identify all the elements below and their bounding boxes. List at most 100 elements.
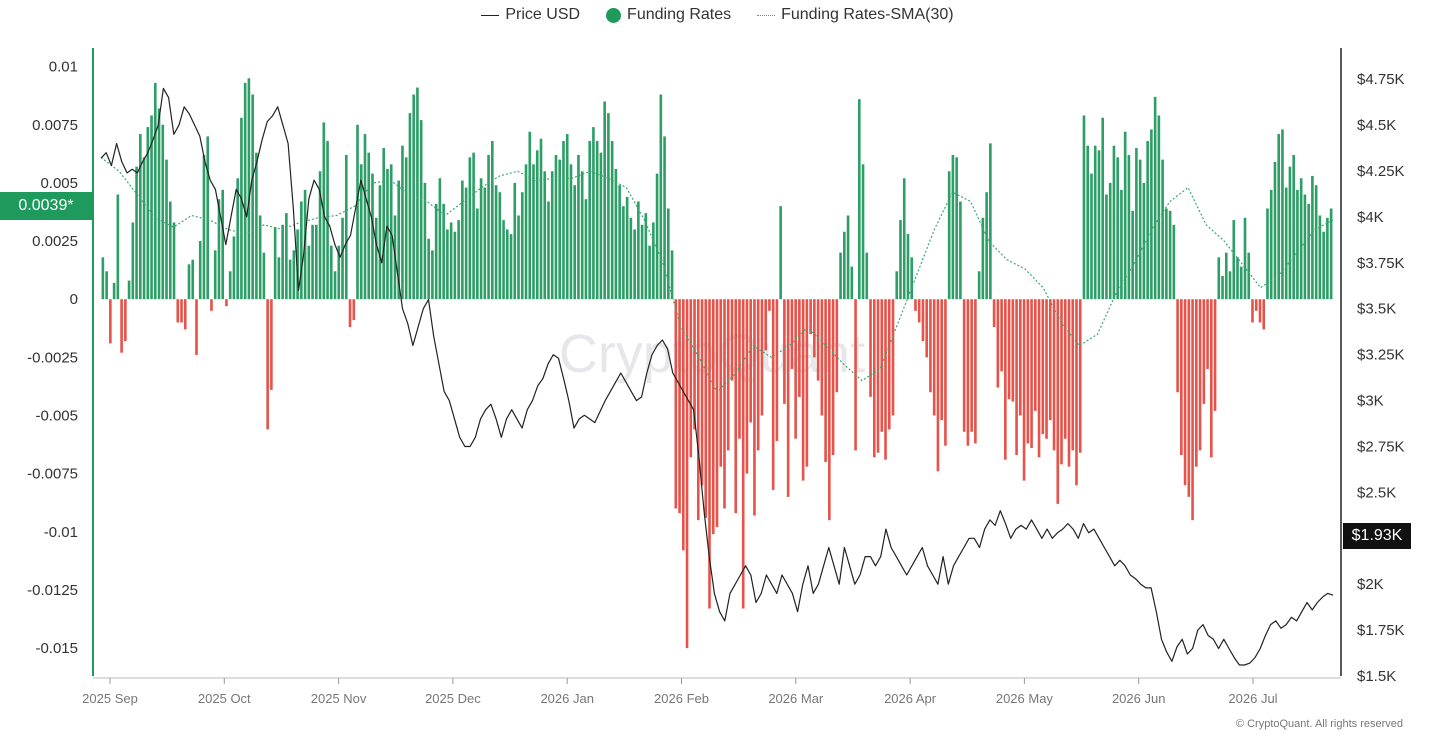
funding-bar bbox=[809, 299, 812, 335]
funding-bar bbox=[655, 173, 659, 300]
funding-bar bbox=[337, 245, 341, 300]
legend-sma[interactable]: Funding Rates-SMA(30) bbox=[757, 6, 954, 24]
funding-bar bbox=[479, 178, 483, 300]
funding-bar bbox=[850, 266, 854, 300]
funding-bar bbox=[947, 171, 951, 300]
funding-bar bbox=[236, 178, 239, 300]
funding-bar bbox=[472, 152, 475, 300]
funding-bar bbox=[749, 299, 753, 423]
left-tick-label: 0.0075 bbox=[32, 117, 78, 134]
funding-bar bbox=[1161, 159, 1164, 300]
funding-bar bbox=[1108, 182, 1112, 300]
funding-bar bbox=[494, 185, 498, 300]
right-tick-label: $3.5K bbox=[1357, 301, 1396, 318]
funding-bar bbox=[1198, 299, 1202, 451]
funding-bar bbox=[955, 157, 958, 300]
funding-bar bbox=[1127, 154, 1131, 300]
funding-bar bbox=[618, 185, 621, 300]
funding-bar bbox=[1281, 129, 1284, 300]
legend-price[interactable]: Price USD bbox=[481, 6, 580, 24]
funding-bar bbox=[532, 164, 535, 300]
funding-bar bbox=[1311, 175, 1314, 300]
funding-bar bbox=[1266, 208, 1269, 300]
funding-bar bbox=[625, 196, 629, 300]
funding-bar bbox=[1015, 299, 1018, 456]
left-tick-label: 0.005 bbox=[40, 175, 78, 192]
funding-dot-icon bbox=[606, 7, 622, 23]
funding-bar bbox=[674, 299, 678, 509]
funding-bar bbox=[637, 201, 640, 300]
current-funding-badge: 0.0039* bbox=[0, 192, 92, 220]
funding-bar bbox=[846, 215, 850, 300]
funding-bar bbox=[1243, 217, 1247, 300]
funding-bar bbox=[689, 299, 693, 458]
funding-bar bbox=[700, 299, 704, 486]
funding-bar bbox=[1142, 182, 1146, 300]
price-line bbox=[100, 87, 1334, 666]
funding-bar bbox=[165, 159, 168, 300]
funding-bar bbox=[240, 117, 243, 300]
funding-bar bbox=[820, 299, 824, 416]
funding-bar bbox=[929, 299, 932, 393]
funding-bar bbox=[127, 280, 131, 300]
funding-bar bbox=[217, 199, 221, 300]
funding-bar bbox=[768, 299, 771, 311]
x-tick-label: 2026 Apr bbox=[884, 691, 937, 706]
funding-bar bbox=[783, 299, 786, 404]
funding-bar bbox=[756, 299, 760, 451]
funding-bar bbox=[1131, 210, 1134, 300]
funding-bar bbox=[693, 299, 696, 430]
funding-bar bbox=[427, 238, 430, 300]
funding-bar bbox=[225, 299, 228, 307]
funding-bar bbox=[333, 271, 337, 300]
x-tick-label: 2026 Feb bbox=[654, 691, 709, 706]
funding-bar bbox=[711, 299, 715, 535]
funding-bar bbox=[910, 257, 914, 300]
funding-bar bbox=[1322, 231, 1325, 300]
funding-bar bbox=[1254, 299, 1258, 311]
funding-bar bbox=[760, 299, 764, 416]
funding-bar bbox=[539, 138, 543, 300]
funding-bar bbox=[191, 259, 195, 300]
funding-bar bbox=[528, 131, 532, 300]
funding-bar bbox=[198, 241, 202, 300]
funding-bar bbox=[367, 152, 371, 300]
funding-bar bbox=[592, 127, 595, 300]
funding-bar bbox=[296, 229, 299, 300]
funding-bar bbox=[843, 231, 846, 300]
legend-funding[interactable]: Funding Rates bbox=[606, 6, 731, 24]
funding-bar bbox=[573, 185, 577, 300]
copyright: © CryptoQuant. All rights reserved bbox=[1235, 718, 1403, 730]
funding-bar bbox=[135, 166, 138, 300]
right-tick-label: $2.5K bbox=[1357, 484, 1396, 501]
funding-bar bbox=[1262, 299, 1266, 330]
funding-bar bbox=[112, 282, 116, 300]
left-tick-label: 0 bbox=[70, 291, 78, 308]
funding-bar bbox=[543, 171, 547, 300]
current-price-badge: $1.93K bbox=[1343, 523, 1411, 549]
funding-bar bbox=[884, 299, 887, 460]
funding-bar bbox=[1071, 299, 1075, 451]
funding-bar bbox=[116, 194, 120, 300]
funding-bar bbox=[1172, 224, 1176, 300]
funding-bar bbox=[876, 299, 880, 453]
funding-bar bbox=[1247, 252, 1251, 300]
funding-bar bbox=[498, 192, 502, 300]
funding-bar bbox=[206, 136, 210, 300]
funding-bar bbox=[1004, 299, 1007, 460]
funding-bar bbox=[187, 264, 191, 300]
funding-bar bbox=[1314, 185, 1318, 300]
legend-funding-label: Funding Rates bbox=[627, 6, 732, 23]
left-tick-label: 0.0025 bbox=[32, 233, 78, 250]
funding-bar bbox=[1135, 148, 1138, 300]
funding-bar bbox=[1277, 134, 1281, 300]
right-tick-label: $4.25K bbox=[1357, 163, 1405, 180]
funding-bar bbox=[453, 231, 457, 300]
funding-bar bbox=[595, 141, 599, 300]
funding-bar bbox=[1146, 141, 1149, 300]
funding-bar bbox=[1011, 299, 1015, 402]
funding-bar bbox=[535, 150, 539, 300]
funding-bar bbox=[468, 157, 472, 300]
funding-bar bbox=[464, 187, 468, 300]
funding-bar bbox=[891, 299, 895, 416]
